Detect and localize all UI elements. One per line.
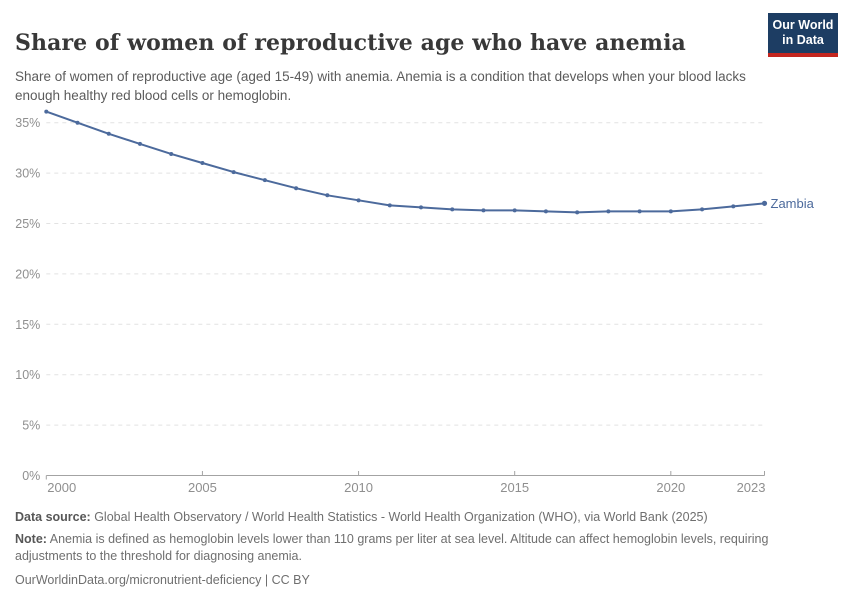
owid-logo[interactable]: Our World in Data (768, 13, 838, 57)
data-point (481, 208, 486, 213)
x-tick-label: 2015 (500, 480, 529, 495)
chart-subtitle: Share of women of reproductive age (aged… (15, 68, 746, 104)
data-point (325, 193, 330, 198)
series-line (45, 110, 766, 214)
data-point (169, 151, 174, 156)
data-point (512, 208, 517, 213)
data-point (231, 170, 236, 175)
note-label: Note: (15, 532, 47, 546)
data-point (200, 161, 205, 166)
x-tick-label: 2023 (737, 480, 766, 495)
data-point (761, 200, 768, 206)
data-point (450, 207, 455, 212)
y-tick-label: 35% (15, 116, 40, 130)
y-tick-label: 0% (22, 469, 40, 483)
x-tick-label: 2020 (656, 480, 685, 495)
data-point (700, 207, 705, 212)
x-tick-label: 2010 (344, 480, 373, 495)
owid-logo-text: Our World in Data (773, 18, 834, 48)
data-point (543, 209, 548, 214)
data-point (44, 109, 49, 114)
data-point (387, 203, 392, 208)
chart-footer: Data source: Global Health Observatory /… (15, 509, 837, 589)
series-end-label: Zambia (771, 196, 815, 211)
data-source-text: Global Health Observatory / World Health… (90, 510, 708, 524)
note-line: Note: Anemia is defined as hemoglobin le… (15, 531, 837, 565)
data-point (106, 131, 111, 136)
data-point (606, 209, 611, 214)
data-point (75, 120, 80, 125)
owid-logo-line2: in Data (782, 33, 824, 47)
data-point (294, 186, 299, 191)
x-tick-label: 2000 (47, 480, 76, 495)
owid-logo-line1: Our World (772, 18, 834, 32)
data-point (575, 210, 580, 215)
y-tick-label: 30% (15, 167, 40, 181)
y-tick-label: 25% (15, 217, 40, 231)
chart-title: Share of women of reproductive age who h… (15, 29, 686, 56)
y-tick-label: 20% (15, 267, 40, 281)
citation-link[interactable]: OurWorldinData.org/micronutrient-deficie… (15, 573, 310, 587)
data-source-line: Data source: Global Health Observatory /… (15, 509, 837, 526)
data-point (262, 178, 267, 183)
y-tick-label: 5% (22, 419, 40, 433)
data-point (419, 205, 424, 210)
note-text: Anemia is defined as hemoglobin levels l… (15, 532, 769, 563)
y-tick-label: 10% (15, 368, 40, 382)
y-tick-label: 15% (15, 318, 40, 332)
line-chart: 0% 5% 10% 15% 20% 25% 30% 35% 2000 2005 2010 2015 20… (15, 109, 815, 495)
data-point (668, 209, 673, 214)
data-source-label: Data source: (15, 510, 91, 524)
data-point (137, 141, 142, 146)
data-point (637, 209, 642, 214)
data-point (356, 198, 361, 203)
x-tick-label: 2005 (188, 480, 217, 495)
data-point (731, 204, 736, 209)
